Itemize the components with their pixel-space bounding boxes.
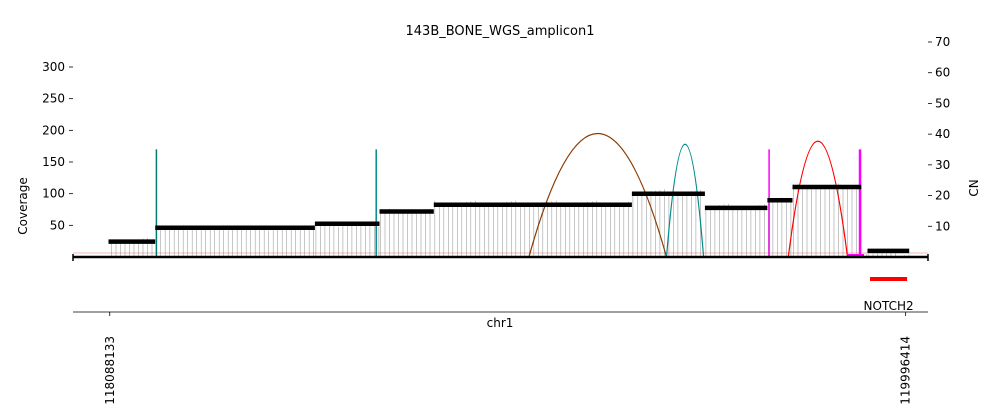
y-left-tick-label: 100 xyxy=(42,187,65,201)
y-right-tick-label: 50 xyxy=(935,96,950,110)
coverage-region xyxy=(315,221,380,257)
coverage-region xyxy=(793,183,862,257)
y-axis-right-title: CN xyxy=(967,179,981,196)
cn-segments-layer xyxy=(108,184,910,254)
coverage-region xyxy=(434,200,629,257)
coverage-region xyxy=(632,189,701,257)
breakpoint-arc xyxy=(665,143,705,258)
x-tick-label: 118088133 xyxy=(103,336,117,405)
x-tick-label: 119996414 xyxy=(899,336,913,405)
y-left-tick-label: 150 xyxy=(42,155,65,169)
coverage-region xyxy=(705,203,765,257)
chart-title: 143B_BONE_WGS_amplicon1 xyxy=(406,24,595,39)
genes-layer: NOTCH2 xyxy=(864,277,914,313)
axes-layer: 50 100 150 200 250 300 10 20 30 40 50 60 70 118088133… xyxy=(42,35,950,405)
breakpoints-layer xyxy=(155,132,865,258)
y-right-tick-label: 60 xyxy=(935,66,950,80)
y-right-tick-label: 20 xyxy=(935,189,950,203)
y-right-tick-label: 10 xyxy=(935,219,950,233)
y-right-tick-label: 70 xyxy=(935,35,950,49)
y-left-tick-label: 200 xyxy=(42,123,65,137)
breakpoint-arc xyxy=(528,132,668,258)
y-right-tick-label: 30 xyxy=(935,158,950,172)
y-left-tick-label: 300 xyxy=(42,60,65,74)
y-left-tick-label: 50 xyxy=(50,218,65,232)
gene-label: NOTCH2 xyxy=(864,299,914,313)
y-left-tick-label: 250 xyxy=(42,92,65,106)
coverage-region xyxy=(155,225,315,257)
breakpoint-arc xyxy=(787,140,849,258)
x-axis-title: chr1 xyxy=(487,316,514,330)
coverage-region xyxy=(380,208,431,257)
coverage-region xyxy=(111,238,153,257)
y-axis-left-title: Coverage xyxy=(16,177,30,235)
coverage-region xyxy=(768,197,792,257)
y-right-tick-label: 40 xyxy=(935,127,950,141)
